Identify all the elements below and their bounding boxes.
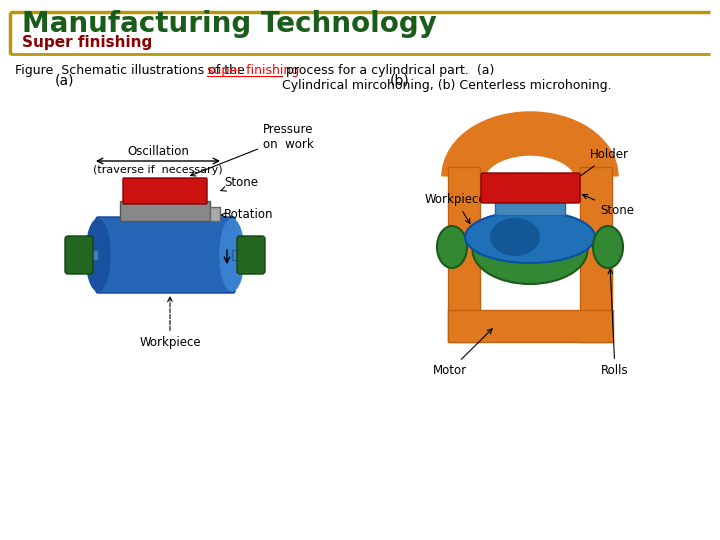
Text: Workpiece: Workpiece (425, 193, 487, 224)
Bar (495, 197, 565, 215)
Bar (448, 167, 480, 342)
FancyBboxPatch shape (481, 173, 580, 203)
Bar (232, 250, 254, 260)
Text: Holder: Holder (568, 148, 629, 185)
Ellipse shape (437, 226, 467, 268)
Text: Manufacturing Technology: Manufacturing Technology (22, 10, 437, 38)
FancyBboxPatch shape (123, 178, 207, 204)
Text: process for a cylindrical part.  (a)
Cylindrical mircohoning, (b) Centerless mic: process for a cylindrical part. (a) Cyli… (282, 64, 611, 92)
Text: Stone: Stone (221, 177, 258, 191)
Text: (b): (b) (390, 73, 410, 87)
Ellipse shape (490, 218, 540, 256)
Ellipse shape (465, 211, 595, 263)
Text: Workpiece: Workpiece (139, 297, 201, 349)
Bar (76, 250, 98, 260)
Text: Figure  Schematic illustrations of the: Figure Schematic illustrations of the (15, 64, 248, 77)
Ellipse shape (86, 219, 110, 291)
Text: Motor: Motor (433, 329, 492, 377)
Text: (a): (a) (55, 73, 74, 87)
Ellipse shape (472, 216, 588, 284)
Bar (580, 167, 612, 342)
FancyBboxPatch shape (237, 236, 265, 274)
FancyBboxPatch shape (96, 217, 235, 293)
Ellipse shape (593, 226, 623, 268)
Text: super finishing: super finishing (207, 64, 299, 77)
Text: Super finishing: Super finishing (22, 36, 152, 51)
Ellipse shape (220, 219, 244, 291)
Text: Rotation: Rotation (221, 208, 274, 221)
Text: (traverse if  necessary): (traverse if necessary) (93, 165, 222, 175)
Bar (120, 201, 210, 221)
FancyBboxPatch shape (65, 236, 93, 274)
Text: Stone: Stone (582, 194, 634, 217)
Text: Pressure
on  work: Pressure on work (191, 123, 314, 176)
Text: Oscillation: Oscillation (127, 145, 189, 158)
Bar (210, 207, 220, 221)
Text: Rolls: Rolls (601, 269, 629, 377)
Bar (448, 310, 613, 342)
